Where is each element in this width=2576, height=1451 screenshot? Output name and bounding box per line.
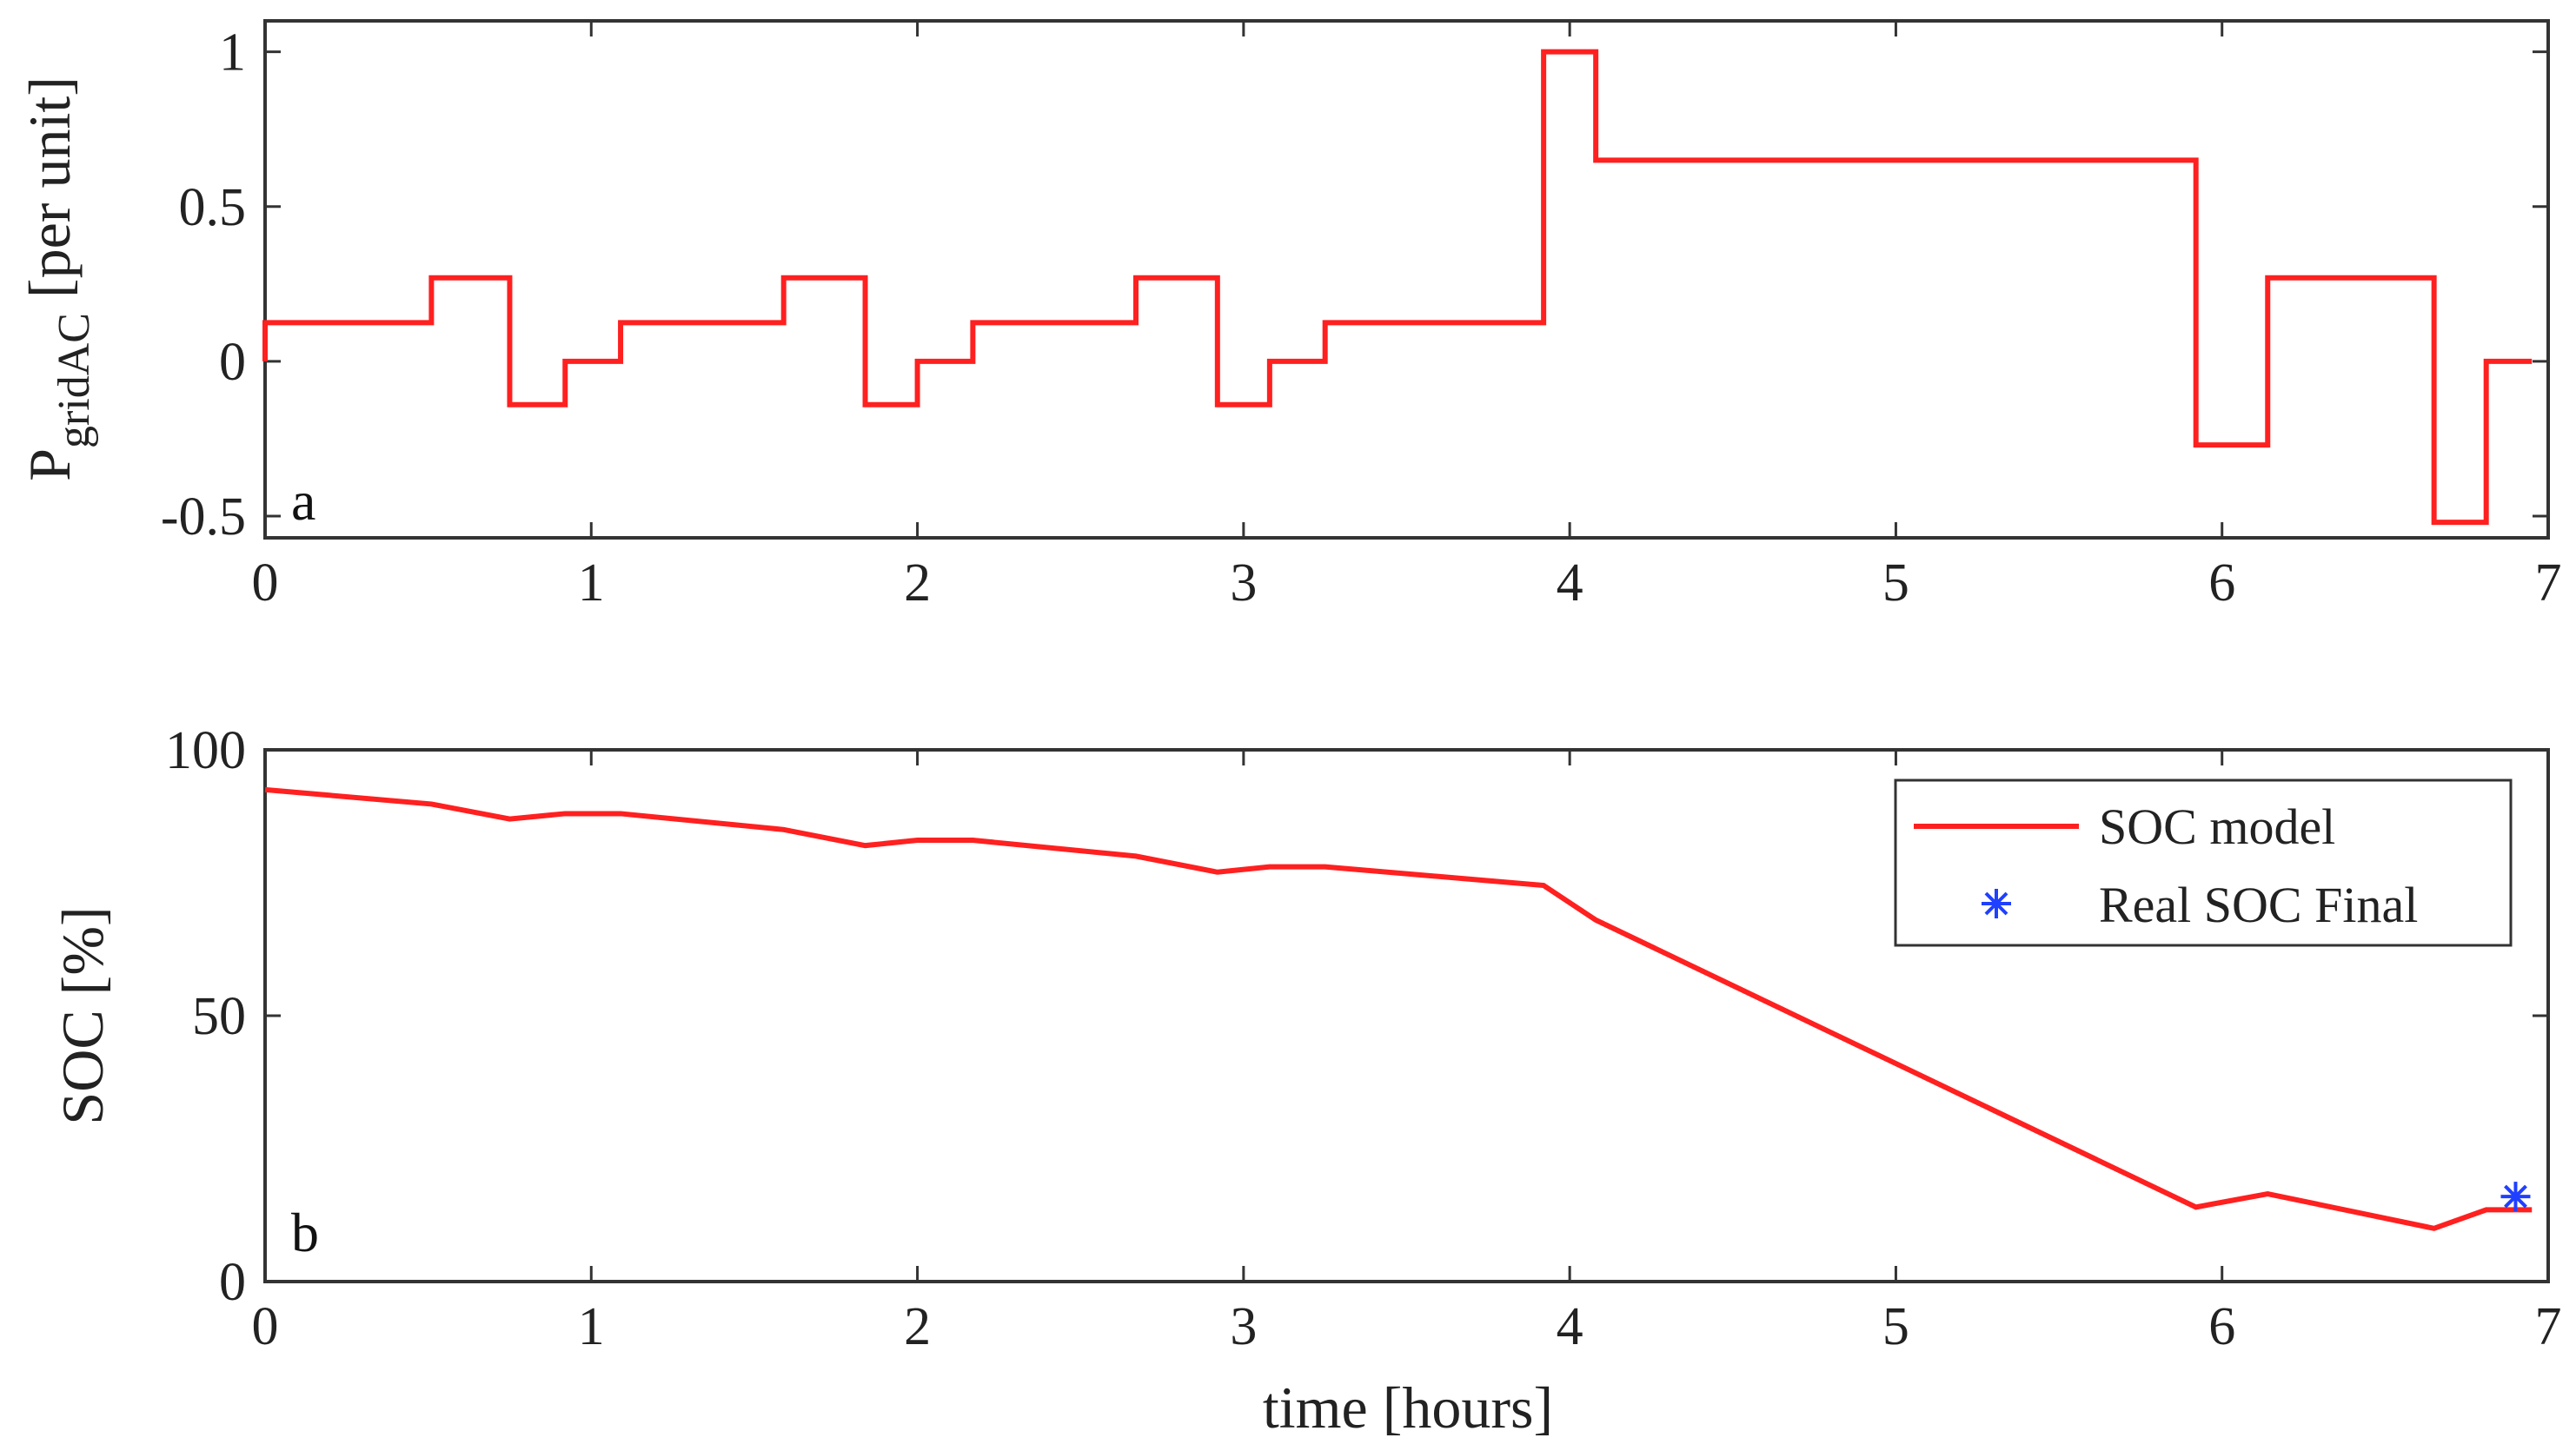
panel-a-y-tick-label: -0.5	[161, 487, 246, 547]
legend-label-soc-model: SOC model	[2099, 798, 2335, 855]
panel-b-x-tick-label: 4	[1557, 1297, 1583, 1356]
legend-label-real-soc-final: Real SOC Final	[2099, 877, 2418, 933]
panel-a-x-tick-label: 3	[1230, 553, 1257, 613]
panel-b-tick-labels: 0 1 2 3 4 5 6 7 0 50 100	[165, 721, 2562, 1356]
panel-a-x-tick-label: 6	[2208, 553, 2235, 613]
legend-swatch-real-soc-final	[1982, 889, 2011, 918]
panel-b-y-tick-label: 0	[219, 1253, 246, 1312]
panel-b-y-axis-label: SOC [%]	[50, 906, 116, 1124]
panel-b-x-tick-label: 2	[904, 1297, 931, 1356]
panel-b-ticks	[263, 748, 2550, 1283]
panel-b-letter: b	[291, 1202, 319, 1263]
panel-a-series-line	[262, 49, 2533, 526]
panel-b-y-tick-label: 50	[192, 987, 246, 1046]
panel-b-x-tick-label: 6	[2208, 1297, 2235, 1356]
panel-a-tick-labels: 0 1 2 3 4 5 6 7-0.500.51	[161, 23, 2562, 613]
panel-b-soc-model-line	[264, 786, 2533, 1231]
legend: SOC model Real SOC Final	[1894, 779, 2513, 947]
panel-a-y-axis-label: PgridAC [per unit]	[17, 76, 99, 481]
panel-b-x-tick-label: 3	[1230, 1297, 1257, 1356]
asterisk-stroke	[2504, 1184, 2527, 1209]
panel-a-y-label-tail: [per unit]	[17, 76, 83, 313]
panel-b-soc-chart: 0 1 2 3 4 5 6 7 0 50 100 b SOC [%] time [hours] SO…	[50, 721, 2562, 1441]
panel-a-letter: a	[291, 470, 315, 532]
panel-a-y-label-sub: gridAC	[50, 313, 99, 448]
panel-b-x-tick-label: 0	[252, 1297, 279, 1356]
panel-a-x-tick-label: 4	[1557, 553, 1583, 613]
panel-a-power-chart: 0 1 2 3 4 5 6 7-0.500.51 a PgridAC [per unit]	[17, 19, 2562, 613]
panel-a-x-tick-label: 7	[2535, 553, 2562, 613]
real-soc-final-marker	[2500, 1182, 2531, 1212]
panel-b-y-tick-label: 100	[165, 721, 246, 780]
panel-a-ticks	[263, 21, 2550, 538]
panel-a-x-tick-label: 0	[252, 553, 279, 613]
x-axis-label: time [hours]	[1263, 1375, 1553, 1441]
panel-a-x-tick-label: 2	[904, 553, 931, 613]
panel-a-y-tick-label: 1	[219, 23, 246, 83]
panel-a-frame	[263, 19, 2550, 540]
panel-a-y-tick-label: 0.5	[179, 178, 247, 237]
panel-a-y-label-main: P	[17, 448, 83, 481]
panel-b-x-tick-label: 5	[1882, 1297, 1909, 1356]
asterisk-stroke	[1984, 891, 2008, 916]
panel-b-x-tick-label: 1	[578, 1297, 605, 1356]
panel-b-x-tick-label: 7	[2535, 1297, 2562, 1356]
panel-a-x-tick-label: 5	[1882, 553, 1909, 613]
panel-a-y-tick-label: 0	[219, 333, 246, 392]
panel-a-x-tick-label: 1	[578, 553, 605, 613]
